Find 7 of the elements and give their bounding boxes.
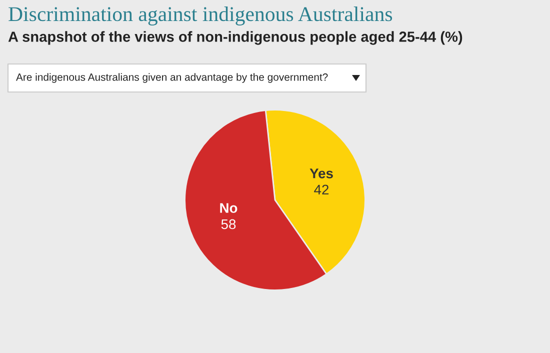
- data-label: 58: [221, 219, 236, 230]
- data-label: 42: [314, 184, 329, 194]
- slice-label: Yes: [310, 168, 333, 178]
- chart-title: Discrimination against indigenous Australians: [8, 6, 392, 26]
- text: Are indigenous Australians given an advantage by the government?: [16, 73, 328, 83]
- chart-subtitle: A snapshot of the views of non-indigenous people aged 25-44 (%): [8, 31, 462, 45]
- slice-label: No: [220, 203, 238, 213]
